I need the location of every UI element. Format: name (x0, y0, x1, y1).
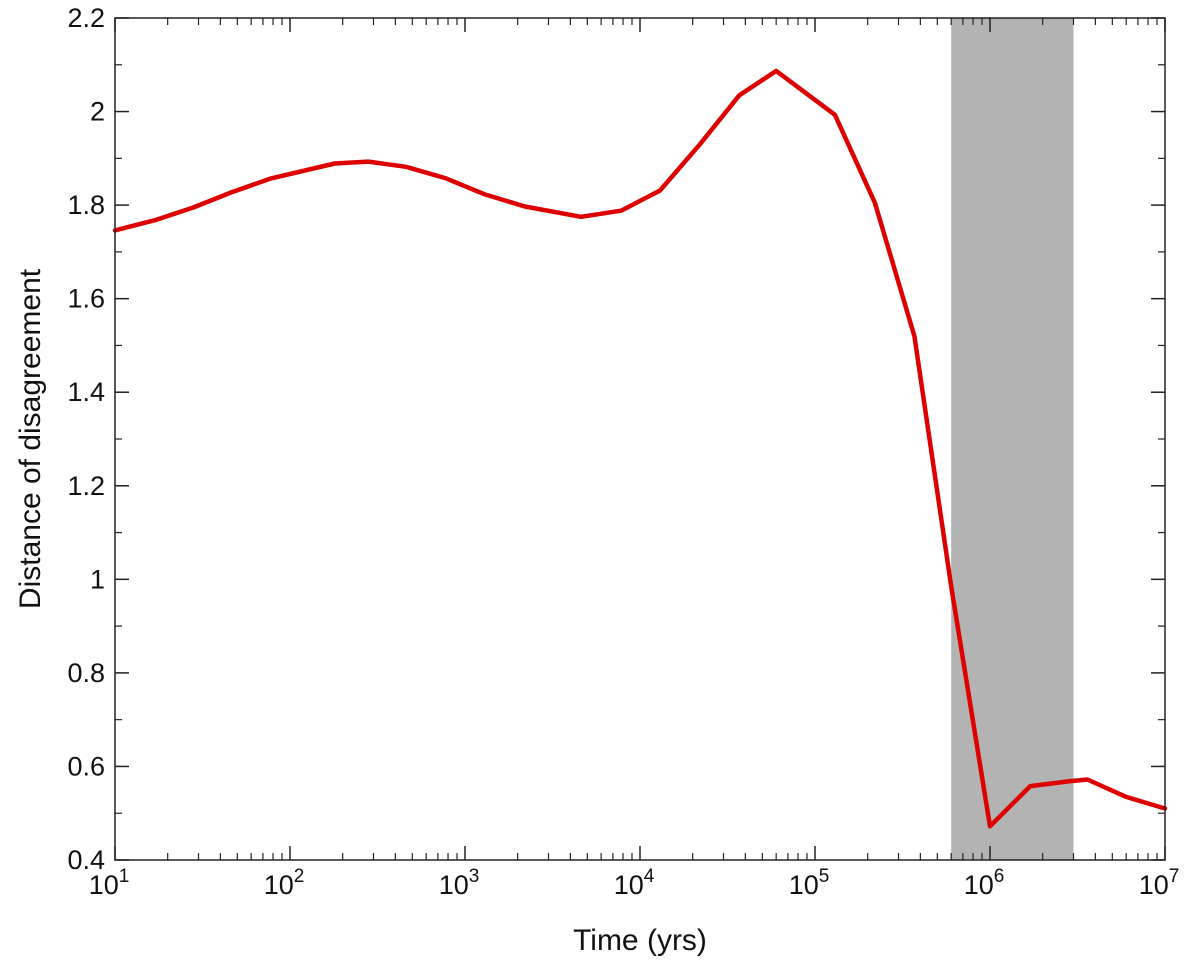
shaded-region (951, 18, 1074, 860)
x-tick-label: 106 (964, 866, 1005, 900)
x-tick-base: 10 (89, 870, 119, 900)
x-tick-base: 10 (1139, 870, 1169, 900)
x-tick-base: 10 (964, 870, 994, 900)
x-tick-exponent: 1 (119, 866, 130, 887)
x-tick-exponent: 7 (1169, 866, 1180, 887)
y-tick-label: 0.8 (67, 658, 105, 688)
x-tick-label: 102 (264, 866, 305, 900)
x-tick-exponent: 6 (994, 866, 1005, 887)
x-axis-label: Time (yrs) (573, 924, 707, 957)
y-tick-label: 1.6 (67, 284, 105, 314)
x-tick-exponent: 2 (294, 866, 305, 887)
series-line (112, 68, 1168, 829)
x-tick-base: 10 (789, 870, 819, 900)
y-tick-label: 1 (90, 564, 105, 594)
y-tick-label: 0.6 (67, 751, 105, 781)
y-tick-label: 1.8 (67, 190, 105, 220)
x-tick-exponent: 5 (819, 866, 830, 887)
y-axis: 0.4 0.6 0.8 1 1.2 1.4 1.6 1.8 2 2.2 (67, 3, 1165, 875)
x-tick-exponent: 3 (469, 866, 480, 887)
plot-frame (114, 17, 1166, 861)
x-tick-label: 101 (89, 866, 130, 900)
x-axis: 101 102 103 104 105 106 107 (89, 18, 1180, 900)
y-tick-label: 2 (90, 97, 105, 127)
x-tick-exponent: 4 (644, 866, 655, 887)
y-tick-label: 1.2 (67, 471, 105, 501)
y-tick-label: 0.4 (67, 845, 105, 875)
x-tick-label: 104 (614, 866, 655, 900)
x-tick-label: 105 (789, 866, 830, 900)
y-tick-label: 1.4 (67, 377, 105, 407)
x-tick-label: 103 (439, 866, 480, 900)
y-tick-label: 2.2 (67, 3, 105, 33)
x-tick-base: 10 (264, 870, 294, 900)
x-tick-label: 107 (1139, 866, 1180, 900)
x-tick-base: 10 (439, 870, 469, 900)
y-axis-label: Distance of disagreement (14, 268, 47, 609)
x-tick-base: 10 (614, 870, 644, 900)
